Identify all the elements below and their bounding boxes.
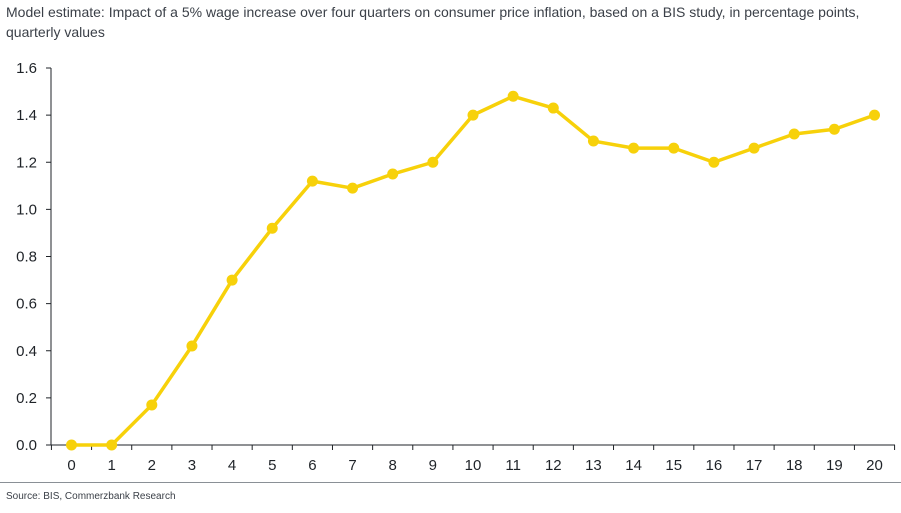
- chart-title: Model estimate: Impact of a 5% wage incr…: [6, 4, 860, 40]
- data-point: [547, 102, 559, 114]
- data-point: [668, 142, 680, 154]
- data-point: [708, 156, 720, 168]
- y-tick-label: 1.6: [16, 60, 37, 77]
- x-tick-label: 5: [268, 457, 276, 474]
- x-tick-label: 2: [148, 457, 156, 474]
- y-tick-label: 0.2: [16, 390, 37, 407]
- y-tick-label: 0.0: [16, 437, 37, 454]
- data-point: [347, 182, 359, 194]
- x-tick-label: 0: [67, 457, 75, 474]
- x-tick-label: 13: [585, 457, 602, 474]
- x-tick-label: 8: [389, 457, 397, 474]
- y-tick-label: 1.2: [16, 154, 37, 171]
- x-tick-label: 3: [188, 457, 196, 474]
- source-note: Source: BIS, Commerzbank Research: [6, 491, 176, 502]
- x-tick-label: 15: [665, 457, 682, 474]
- data-point: [828, 123, 840, 135]
- data-point: [587, 135, 599, 147]
- data-point: [748, 142, 760, 154]
- data-point: [869, 109, 880, 121]
- data-point: [186, 340, 198, 352]
- data-point: [66, 439, 77, 451]
- y-tick-label: 1.4: [16, 107, 37, 124]
- x-tick-label: 14: [625, 457, 642, 474]
- x-tick-label: 16: [706, 457, 723, 474]
- x-tick-label: 9: [429, 457, 437, 474]
- x-tick-label: 11: [505, 457, 521, 474]
- data-point: [106, 439, 118, 451]
- x-tick-label: 1: [107, 457, 115, 474]
- y-tick-label: 0.6: [16, 296, 37, 313]
- x-tick-label: 17: [746, 457, 763, 474]
- series-group: [66, 90, 880, 451]
- data-point: [226, 274, 238, 286]
- x-tick-label: 20: [866, 457, 883, 474]
- x-axis: 0 1 2 3 4 5 6 7 8 9 10 11 12 13 14 15 16 17 18 19 20: [50, 444, 896, 474]
- data-point: [628, 142, 640, 154]
- y-tick-label: 1.0: [16, 201, 37, 218]
- footer-divider: [0, 482, 901, 483]
- y-axis: 0.0 0.2 0.4 0.6 0.8 1.0 1.2 1.4 1.6: [16, 60, 52, 454]
- data-point: [146, 399, 158, 411]
- data-point: [306, 175, 318, 187]
- x-tick-label: 7: [348, 457, 356, 474]
- x-tick-label: 4: [228, 457, 236, 474]
- y-tick-label: 0.8: [16, 249, 37, 266]
- data-point: [788, 128, 800, 140]
- x-tick-label: 6: [308, 457, 316, 474]
- data-point: [467, 109, 479, 121]
- data-point: [266, 222, 278, 234]
- y-tick-label: 0.4: [16, 343, 37, 360]
- data-point: [507, 90, 519, 102]
- x-tick-label: 10: [465, 457, 482, 474]
- x-tick-label: 12: [545, 457, 562, 474]
- data-point: [387, 168, 399, 180]
- x-tick-label: 19: [826, 457, 843, 474]
- x-tick-label: 18: [786, 457, 803, 474]
- data-point: [427, 156, 439, 168]
